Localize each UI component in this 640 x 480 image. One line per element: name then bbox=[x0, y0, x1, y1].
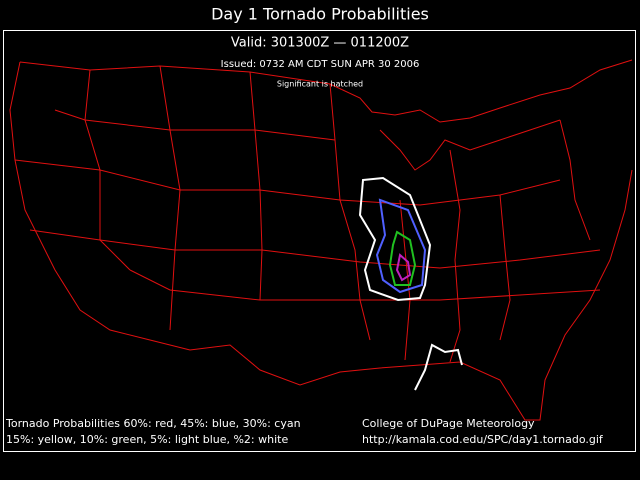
state-boundaries bbox=[9, 59, 633, 421]
contour-5pct bbox=[375, 198, 427, 294]
contour-2pct bbox=[358, 176, 432, 302]
hatch-note: Significant is hatched bbox=[277, 80, 363, 89]
valid-time: Valid: 301300Z — 011200Z bbox=[231, 36, 409, 51]
legend-line: Tornado Probabilities 60%: red, 45%: blu… bbox=[5, 417, 301, 430]
issued-time: Issued: 0732 AM CDT SUN APR 30 2006 bbox=[221, 59, 420, 70]
credit-line: College of DuPage Meteorology bbox=[362, 417, 535, 430]
credit-line: http://kamala.cod.edu/SPC/day1.tornado.g… bbox=[362, 433, 604, 446]
map-title: Day 1 Tornado Probabilities bbox=[211, 5, 429, 24]
contour-10pct bbox=[388, 230, 417, 286]
hatched-area bbox=[395, 253, 412, 282]
map-frame bbox=[3, 30, 636, 452]
legend-line: 15%: yellow, 10%: green, 5%: light blue,… bbox=[6, 433, 288, 446]
contour-2pct-south bbox=[414, 343, 463, 391]
probability-contours bbox=[358, 176, 463, 391]
